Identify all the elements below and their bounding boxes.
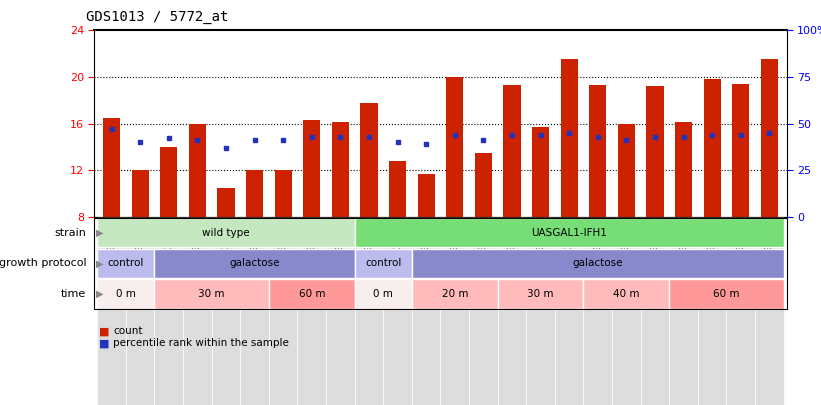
Bar xyxy=(555,217,584,405)
Text: 0 m: 0 m xyxy=(116,289,135,299)
Text: 30 m: 30 m xyxy=(527,289,554,299)
Bar xyxy=(584,217,612,405)
Text: ▶: ▶ xyxy=(96,258,103,269)
Bar xyxy=(103,118,120,217)
Text: count: count xyxy=(113,326,143,336)
Bar xyxy=(246,170,264,217)
Bar xyxy=(297,217,326,405)
Bar xyxy=(503,85,521,217)
Bar xyxy=(303,120,320,217)
Bar xyxy=(675,122,692,217)
Text: 0 m: 0 m xyxy=(374,289,393,299)
Text: control: control xyxy=(108,258,144,269)
Bar xyxy=(704,79,721,217)
Bar xyxy=(640,217,669,405)
Bar xyxy=(469,217,498,405)
Bar xyxy=(97,217,126,405)
Bar xyxy=(761,60,778,217)
Bar xyxy=(412,217,440,405)
Bar xyxy=(183,217,212,405)
Text: percentile rank within the sample: percentile rank within the sample xyxy=(113,339,289,348)
Text: 30 m: 30 m xyxy=(199,289,225,299)
Text: control: control xyxy=(365,258,401,269)
Bar xyxy=(126,217,154,405)
Bar xyxy=(727,217,755,405)
Bar xyxy=(617,124,635,217)
Bar xyxy=(532,127,549,217)
Bar xyxy=(389,161,406,217)
Bar xyxy=(446,77,463,217)
Text: ■: ■ xyxy=(99,326,109,336)
Text: ■: ■ xyxy=(99,339,109,348)
Bar xyxy=(755,217,784,405)
Bar xyxy=(612,217,640,405)
Text: time: time xyxy=(61,289,86,299)
Bar xyxy=(669,217,698,405)
Bar xyxy=(326,217,355,405)
Bar xyxy=(274,170,291,217)
Bar xyxy=(498,217,526,405)
Bar xyxy=(561,60,578,217)
Bar xyxy=(360,102,378,217)
Bar xyxy=(355,217,383,405)
Bar xyxy=(218,188,235,217)
Bar xyxy=(154,217,183,405)
Text: 60 m: 60 m xyxy=(299,289,325,299)
Text: ▶: ▶ xyxy=(96,289,103,299)
Bar xyxy=(160,147,177,217)
Bar xyxy=(189,124,206,217)
Bar xyxy=(212,217,241,405)
Text: galactose: galactose xyxy=(229,258,280,269)
Text: wild type: wild type xyxy=(202,228,250,238)
Bar xyxy=(589,85,607,217)
Text: 60 m: 60 m xyxy=(713,289,740,299)
Bar xyxy=(418,174,435,217)
Text: galactose: galactose xyxy=(572,258,623,269)
Bar xyxy=(332,122,349,217)
Text: 40 m: 40 m xyxy=(613,289,640,299)
Bar xyxy=(526,217,555,405)
Bar xyxy=(732,84,750,217)
Text: ▶: ▶ xyxy=(96,228,103,238)
Text: 20 m: 20 m xyxy=(442,289,468,299)
Bar xyxy=(383,217,412,405)
Bar xyxy=(698,217,727,405)
Bar xyxy=(241,217,268,405)
Bar xyxy=(268,217,297,405)
Bar xyxy=(475,153,492,217)
Bar xyxy=(131,170,149,217)
Text: UASGAL1-IFH1: UASGAL1-IFH1 xyxy=(531,228,607,238)
Text: strain: strain xyxy=(54,228,86,238)
Text: growth protocol: growth protocol xyxy=(0,258,86,269)
Text: GDS1013 / 5772_at: GDS1013 / 5772_at xyxy=(86,10,228,24)
Bar xyxy=(646,86,663,217)
Bar xyxy=(441,217,469,405)
